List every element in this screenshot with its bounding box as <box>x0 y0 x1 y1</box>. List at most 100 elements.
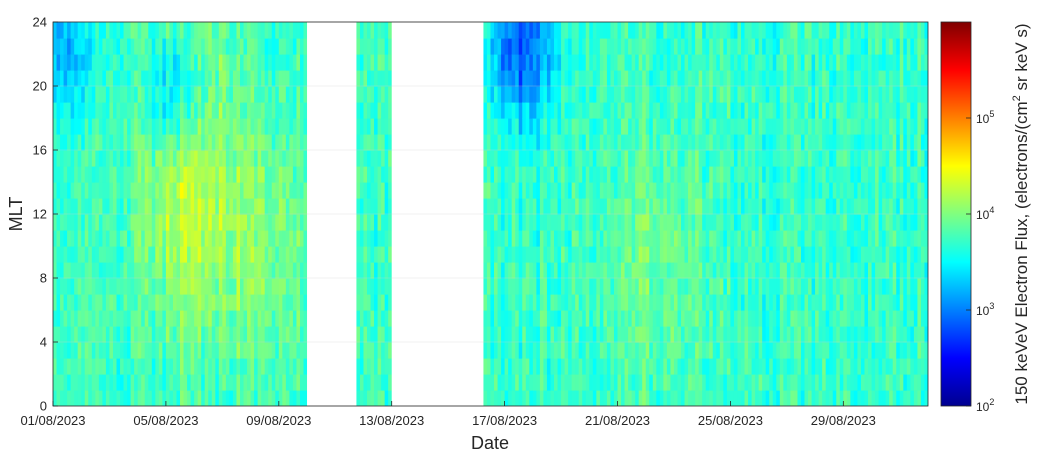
heatmap-cell <box>638 390 643 406</box>
heatmap-cell <box>243 182 248 199</box>
heatmap-cell <box>194 342 199 359</box>
heatmap-cell <box>638 70 643 87</box>
heatmap-cell <box>691 310 696 327</box>
heatmap-cell <box>741 38 746 55</box>
heatmap-cell <box>659 326 664 343</box>
heatmap-cell <box>501 150 506 167</box>
heatmap-cell <box>102 374 107 391</box>
heatmap-cell <box>208 342 213 359</box>
heatmap-cell <box>292 310 298 327</box>
heatmap-cell <box>515 374 520 391</box>
heatmap-cell <box>105 390 111 406</box>
heatmap-cell <box>709 70 714 87</box>
heatmap-cell <box>116 70 121 87</box>
heatmap-cell <box>501 214 506 231</box>
heatmap-cell <box>144 326 149 343</box>
heatmap-cell <box>275 38 280 55</box>
heatmap-cell <box>497 310 502 327</box>
heatmap-cell <box>642 102 647 119</box>
heatmap-cell <box>733 246 739 263</box>
heatmap-cell <box>670 390 675 406</box>
heatmap-cell <box>222 182 227 199</box>
heatmap-cell <box>578 390 583 406</box>
heatmap-cell <box>758 278 763 295</box>
heatmap-cell <box>225 166 231 183</box>
heatmap-cell <box>127 214 132 231</box>
heatmap-cell <box>688 374 693 391</box>
heatmap-cell <box>575 262 580 279</box>
heatmap-cell <box>762 358 767 375</box>
heatmap-cell <box>613 246 619 263</box>
heatmap-cell <box>561 230 566 247</box>
heatmap-cell <box>677 262 682 279</box>
heatmap-cell <box>497 118 502 135</box>
heatmap-cell <box>180 310 185 327</box>
heatmap-cell <box>539 310 545 327</box>
heatmap-cell <box>543 342 548 359</box>
heatmap-cell <box>656 390 661 406</box>
heatmap-cell <box>215 326 220 343</box>
heatmap-cell <box>225 86 231 103</box>
heatmap-cell <box>81 214 86 231</box>
heatmap-cell <box>698 118 703 135</box>
heatmap-cell <box>550 86 555 103</box>
heatmap-cell <box>606 390 612 406</box>
heatmap-cell <box>176 86 181 103</box>
heatmap-cell <box>649 118 654 135</box>
heatmap-cell <box>557 102 562 119</box>
heatmap-cell <box>127 358 132 375</box>
heatmap-cell <box>63 214 68 231</box>
heatmap-cell <box>116 198 121 215</box>
heatmap-cell <box>539 326 545 343</box>
heatmap-cell <box>585 166 590 183</box>
heatmap-cell <box>88 54 93 71</box>
heatmap-cell <box>155 102 160 119</box>
heatmap-cell <box>377 214 382 231</box>
heatmap-cell <box>275 118 280 135</box>
heatmap-cell <box>222 198 227 215</box>
heatmap-cell <box>511 262 516 279</box>
heatmap-cell <box>737 358 742 375</box>
heatmap-cell <box>525 54 530 71</box>
heatmap-cell <box>659 342 664 359</box>
heatmap-cell <box>772 230 777 247</box>
heatmap-cell <box>726 166 732 183</box>
heatmap-cell <box>702 262 707 279</box>
heatmap-cell <box>755 86 760 103</box>
heatmap-cell <box>486 342 492 359</box>
heatmap-cell <box>374 182 379 199</box>
heatmap-cell <box>127 326 132 343</box>
heatmap-cell <box>194 182 199 199</box>
heatmap-cell <box>162 342 167 359</box>
heatmap-cell <box>187 230 192 247</box>
heatmap-cell <box>776 22 781 39</box>
heatmap-cell <box>568 230 573 247</box>
heatmap-cell <box>120 342 125 359</box>
heatmap-cell <box>183 118 188 135</box>
heatmap-cell <box>141 246 146 263</box>
heatmap-cell <box>204 230 209 247</box>
heatmap-cell <box>483 118 488 135</box>
heatmap-cell <box>180 150 185 167</box>
heatmap-cell <box>568 358 573 375</box>
heatmap-cell <box>592 214 597 231</box>
heatmap-cell <box>589 214 594 231</box>
heatmap-cell <box>557 150 562 167</box>
heatmap-cell <box>751 214 756 231</box>
heatmap-cell <box>769 262 774 279</box>
heatmap-cell <box>183 70 188 87</box>
heatmap-cell <box>257 118 262 135</box>
heatmap-cell <box>127 230 132 247</box>
heatmap-cell <box>645 54 650 71</box>
heatmap-cell <box>557 118 562 135</box>
heatmap-cell <box>522 118 527 135</box>
heatmap-cell <box>582 150 587 167</box>
heatmap-cell <box>656 70 661 87</box>
heatmap-cell <box>578 150 583 167</box>
heatmap-cell <box>247 278 252 295</box>
heatmap-cell <box>776 310 781 327</box>
heatmap-cell <box>684 262 689 279</box>
heatmap-cell <box>645 230 650 247</box>
heatmap-cell <box>494 134 499 151</box>
heatmap-cell <box>162 262 167 279</box>
